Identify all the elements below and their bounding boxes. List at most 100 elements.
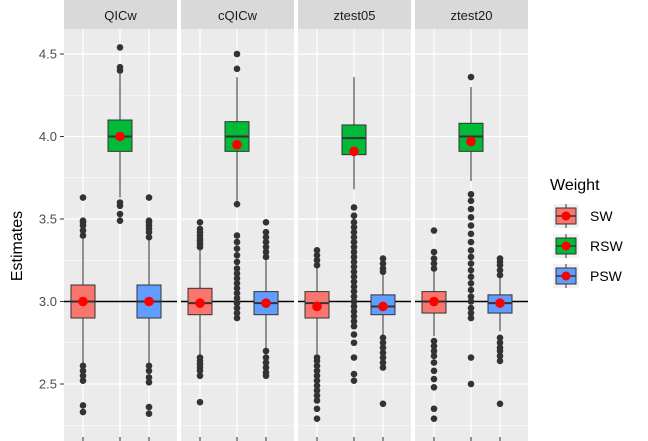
outlier-point	[350, 322, 358, 330]
outlier-point	[79, 408, 87, 416]
outlier-point	[350, 258, 358, 266]
outlier-point	[350, 273, 358, 281]
outlier-point	[430, 359, 438, 366]
outlier-point	[233, 309, 241, 317]
outlier-point	[467, 309, 475, 317]
outlier-point	[350, 308, 358, 315]
outlier-point	[233, 238, 241, 246]
outlier-point	[379, 255, 387, 262]
outlier-point	[313, 247, 321, 254]
outlier-point	[145, 217, 153, 224]
outlier-point	[467, 380, 475, 388]
panel-cqicw: cQICw	[181, 0, 294, 441]
outlier-point	[496, 400, 504, 408]
outlier-point	[233, 314, 241, 322]
outlier-point	[116, 217, 124, 224]
panels-layer: QICw cQICw ztest05 ztest20	[64, 0, 528, 441]
outlier-point	[196, 354, 204, 361]
outlier-point	[313, 392, 321, 399]
outlier-point	[467, 73, 475, 81]
outlier-point	[496, 357, 504, 365]
outlier-point	[350, 339, 358, 347]
legend-item-rsw: RSW	[553, 234, 623, 258]
outlier-point	[467, 304, 475, 312]
outlier-point	[430, 248, 438, 256]
outlier-point	[262, 359, 270, 366]
outlier-point	[379, 344, 387, 352]
outlier-point	[496, 344, 504, 352]
outlier-point	[262, 347, 270, 355]
box-psw	[136, 194, 162, 418]
outlier-point	[430, 347, 438, 355]
outlier-point	[467, 205, 475, 213]
outlier-point	[313, 256, 321, 264]
outlier-point	[350, 283, 358, 290]
box-rsw	[224, 50, 250, 322]
outlier-point	[350, 268, 358, 276]
outlier-point	[350, 219, 358, 226]
outlier-point	[430, 415, 438, 422]
outlier-point	[379, 334, 387, 342]
mean-point	[495, 298, 505, 308]
outlier-point	[116, 210, 124, 218]
panel-qicw: QICw	[64, 0, 177, 441]
outlier-point	[430, 337, 438, 345]
outlier-point	[350, 248, 358, 256]
outlier-point	[116, 199, 124, 206]
outlier-point	[496, 339, 504, 347]
panel-strip-label: ztest05	[334, 8, 376, 23]
outlier-point	[496, 266, 504, 274]
panel-strip-label: cQICw	[218, 8, 258, 23]
mean-point	[349, 146, 359, 157]
outlier-point	[467, 238, 475, 246]
box-rsw	[458, 73, 484, 388]
outlier-point	[145, 374, 153, 381]
outlier-point	[145, 379, 153, 386]
outlier-point	[233, 299, 241, 307]
outlier-point	[313, 354, 321, 361]
outlier-point	[233, 289, 241, 297]
outlier-point	[145, 233, 153, 241]
outlier-point	[350, 313, 358, 320]
mean-point	[261, 298, 271, 308]
mean-point	[232, 139, 242, 150]
outlier-point	[233, 252, 241, 259]
box-psw	[370, 255, 396, 408]
box-psw	[253, 219, 279, 380]
legend: Weight SW RSW PSW	[550, 177, 623, 288]
outlier-point	[430, 342, 438, 350]
outlier-point	[145, 367, 153, 375]
outlier-point	[350, 331, 358, 338]
legend-label: RSW	[590, 238, 623, 254]
outlier-point	[350, 303, 358, 310]
mean-point	[78, 296, 88, 307]
outlier-point	[430, 265, 438, 272]
outlier-point	[313, 382, 321, 389]
outlier-point	[467, 253, 475, 261]
outlier-point	[467, 280, 475, 287]
outlier-point	[430, 352, 438, 360]
outlier-point	[262, 243, 270, 251]
outlier-point	[233, 265, 241, 272]
outlier-point	[233, 270, 241, 277]
outlier-point	[233, 275, 241, 282]
outlier-point	[196, 372, 204, 380]
outlier-point	[350, 228, 358, 236]
outlier-point	[79, 194, 87, 201]
outlier-point	[262, 364, 270, 371]
outlier-point	[79, 372, 87, 380]
outlier-point	[467, 298, 475, 305]
outlier-point	[313, 415, 321, 422]
y-axis-title: Estimates	[9, 211, 26, 281]
outlier-point	[196, 225, 204, 233]
legend-label: PSW	[590, 268, 623, 284]
box-rsw	[107, 44, 133, 224]
panel-strip	[181, 0, 294, 29]
outlier-point	[467, 354, 475, 361]
outlier-point	[430, 375, 438, 383]
y-axis: 2.5 3.0 3.5 4.0 4.5	[39, 47, 501, 441]
mean-point	[312, 301, 322, 312]
outlier-point	[350, 233, 358, 241]
outlier-point	[467, 197, 475, 205]
outlier-point	[430, 227, 438, 234]
